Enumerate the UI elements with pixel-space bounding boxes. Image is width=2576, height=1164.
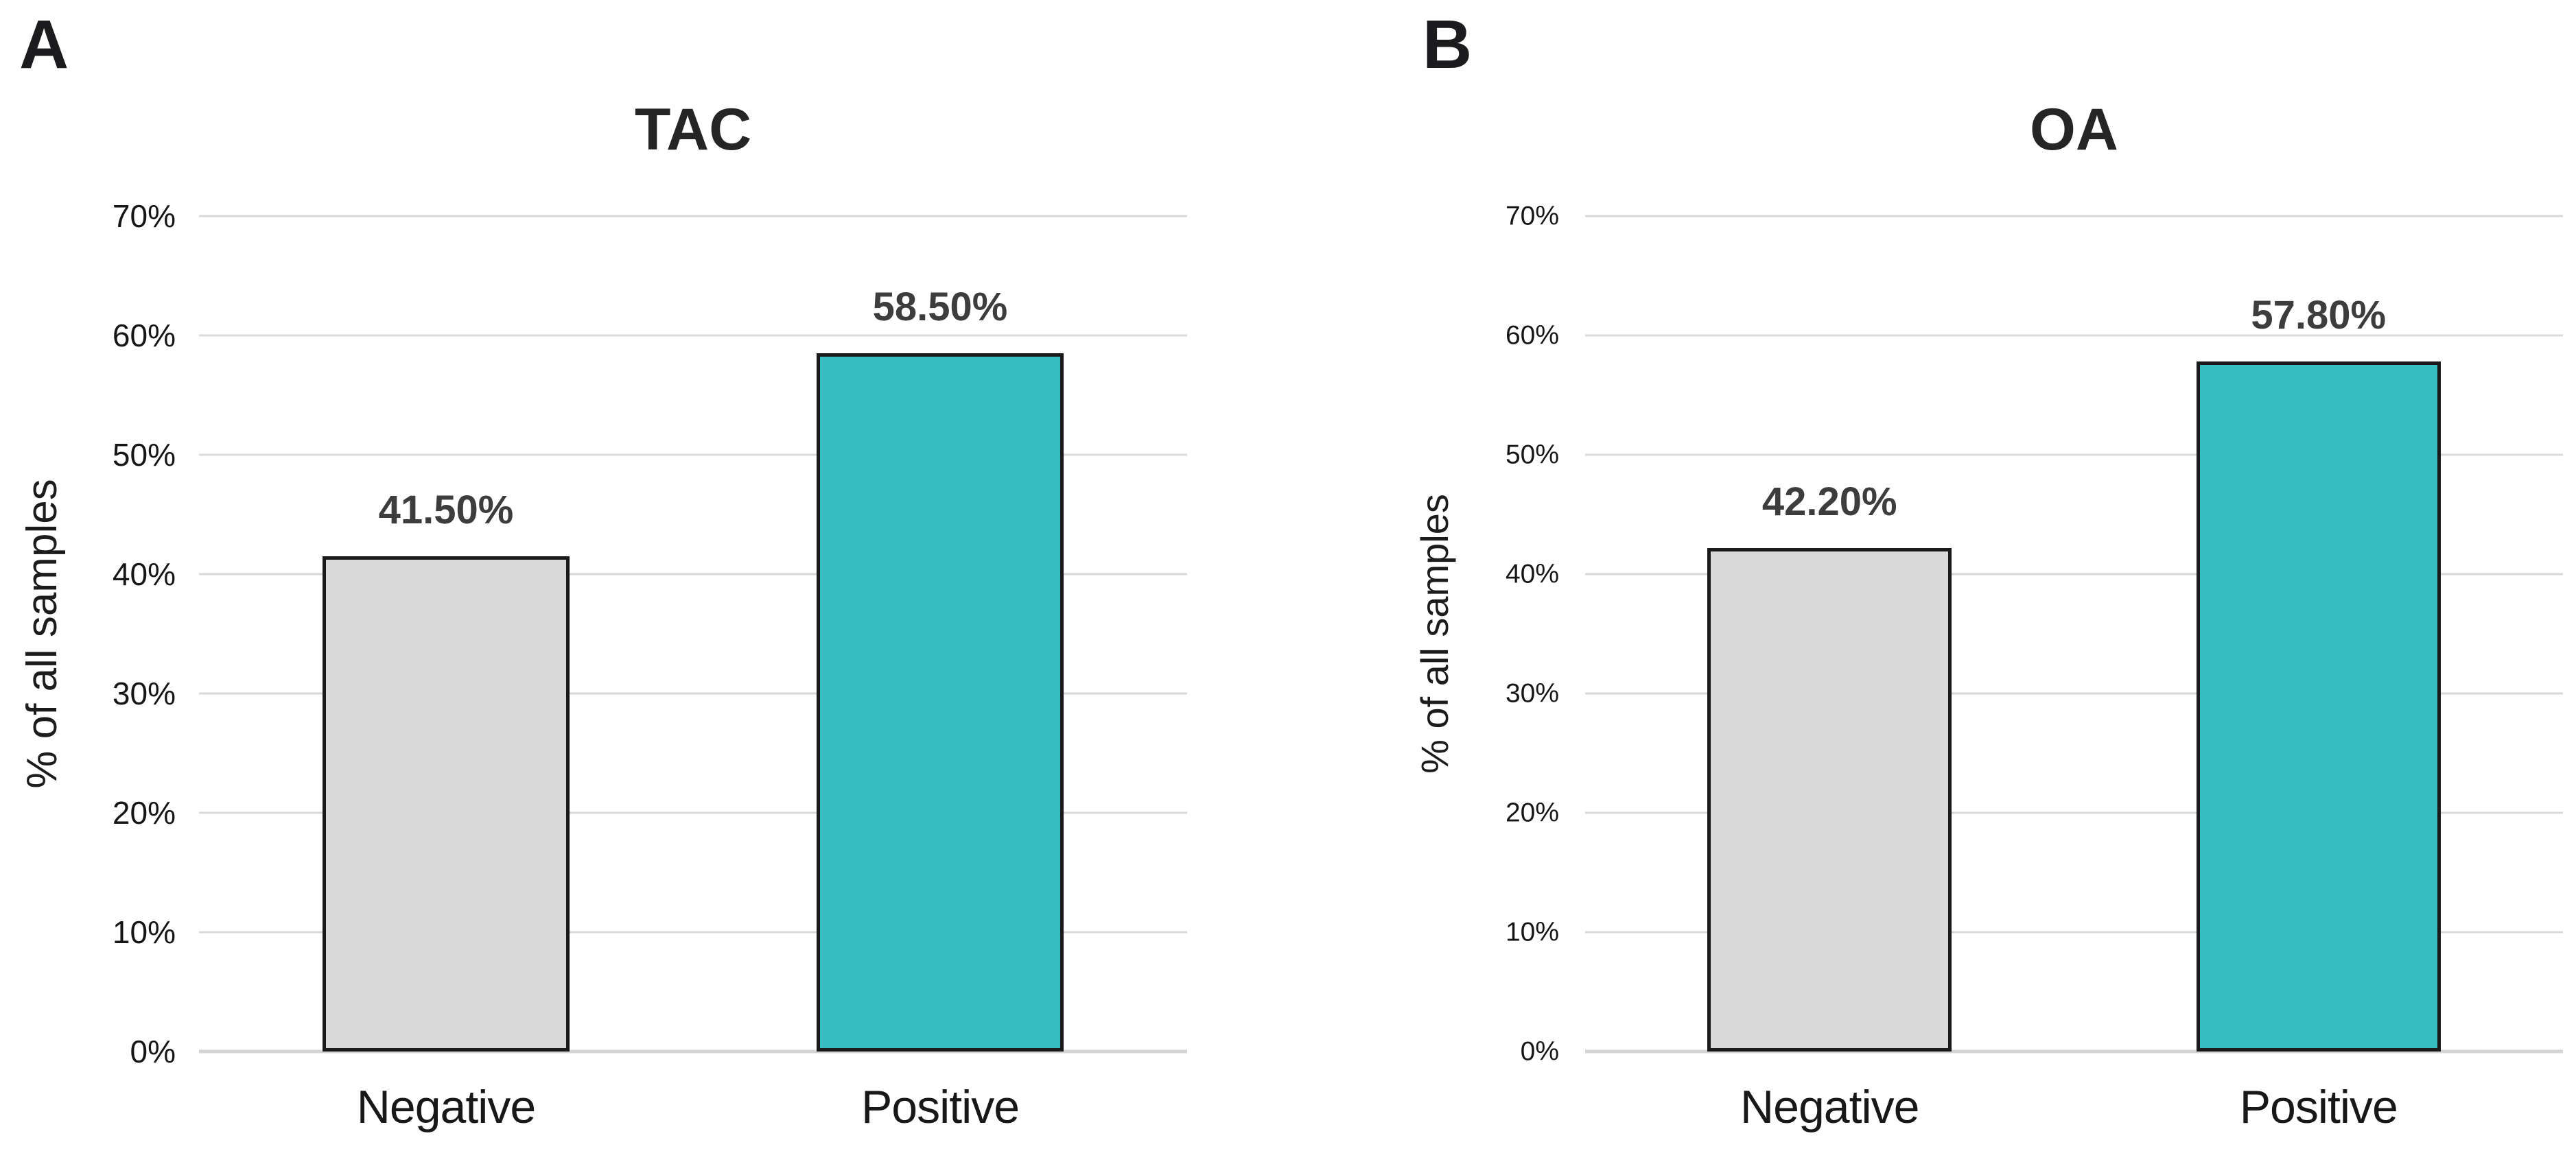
gridline-30% — [199, 692, 1187, 695]
y-axis-tick-label: 20% — [1505, 798, 1559, 828]
gridline-60% — [199, 334, 1187, 337]
x-axis-category-label: Positive — [860, 1081, 1020, 1133]
gridline-60% — [1585, 334, 2563, 337]
gridline-10% — [1585, 931, 2563, 934]
y-axis-tick-label: 60% — [112, 318, 176, 353]
bar-negative — [1707, 547, 1952, 1052]
y-axis-tick-label: 50% — [1505, 440, 1559, 470]
y-axis-tick-label: 30% — [112, 676, 176, 711]
y-axis-tick-label: 60% — [1505, 320, 1559, 351]
panel-letter-a: A — [19, 6, 69, 83]
x-axis-category-label: Negative — [1740, 1081, 1919, 1133]
plot-area: 0% 10% 20% 30% 40% 50% 60% 70% 41.50% Negative 58.… — [113, 200, 1187, 1132]
y-axis-tick-label: 20% — [112, 795, 176, 831]
plot-area: 0% 10% 20% 30% 40% 50% 60% 70% 42.20% Negative 57.… — [1506, 203, 2563, 1132]
gridline-0% — [1585, 1049, 2563, 1054]
y-axis-tick-label: 50% — [112, 437, 176, 473]
y-axis-tick-label: 70% — [1505, 201, 1559, 231]
panel-a: A TAC % of all samples 0% 10% 20% 30% 40% 50%… — [19, 6, 1187, 1133]
y-axis-tick-label: 70% — [112, 198, 176, 234]
gridline-70% — [199, 215, 1187, 217]
y-axis-tick-label: 30% — [1505, 678, 1559, 709]
gridline-0% — [199, 1049, 1187, 1054]
chart-title-tac: TAC — [634, 97, 752, 163]
y-axis-title: % of all samples — [19, 479, 66, 789]
chart-title-oa: OA — [2030, 97, 2118, 163]
y-axis-tick-label: 0% — [1520, 1036, 1559, 1067]
gridline-10% — [199, 931, 1187, 934]
panel-b: B OA % of all samples 0% 10% 20% 30% 40% 50% 6… — [1288, 0, 2576, 1164]
gridline-70% — [1585, 215, 2563, 217]
bar-value-label: 42.20% — [1761, 479, 1897, 524]
gridline-40% — [199, 573, 1187, 575]
y-axis-tick-label: 10% — [1505, 917, 1559, 947]
bar-value-label: 57.80% — [2251, 293, 2387, 338]
y-axis-tick-label: 40% — [112, 556, 176, 592]
gridline-30% — [1585, 692, 2563, 695]
gridline-40% — [1585, 573, 2563, 575]
y-axis-tick-label: 0% — [130, 1034, 176, 1069]
gridline-20% — [199, 811, 1187, 814]
x-axis-category-label: Negative — [356, 1081, 536, 1133]
gridline-20% — [1585, 811, 2563, 814]
bar-value-label: 58.50% — [872, 285, 1008, 330]
bar-value-label: 41.50% — [378, 487, 514, 532]
bar-positive — [2196, 361, 2441, 1052]
bar-positive — [817, 353, 1064, 1052]
y-axis-tick-label: 10% — [112, 914, 176, 950]
gridline-50% — [199, 453, 1187, 456]
bar-negative — [323, 556, 570, 1052]
panel-letter-b: B — [1422, 6, 1473, 83]
y-axis-tick-label: 40% — [1505, 559, 1559, 589]
x-axis-category-label: Positive — [2239, 1081, 2398, 1133]
y-axis-title: % of all samples — [1413, 494, 1456, 774]
gridline-50% — [1585, 453, 2563, 456]
